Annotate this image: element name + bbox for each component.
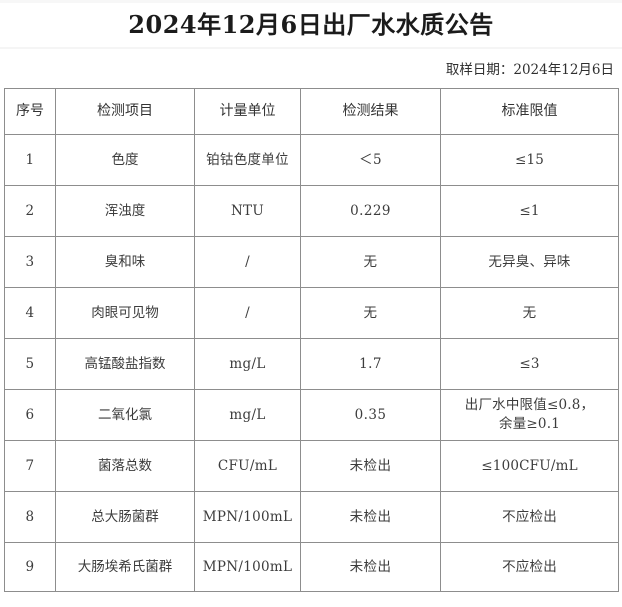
cell-unit: NTU [194, 185, 301, 237]
cell-limit-line1: 不应检出 [502, 508, 557, 525]
table-row: 4 肉眼可见物 / 无 无 [4, 287, 619, 339]
cell-limit: 无 [440, 287, 619, 339]
cell-unit: MPN/100mL [194, 542, 301, 592]
cell-limit-line1: ≤15 [514, 151, 545, 168]
table-row: 3 臭和味 / 无 无异臭、异味 [4, 236, 619, 288]
cell-no: 8 [4, 491, 56, 543]
table-row: 8 总大肠菌群 MPN/100mL 未检出 不应检出 [4, 491, 619, 543]
table-row: 1 色度 铂钴色度单位 ＜5 ≤15 [4, 134, 619, 186]
table-header-row: 序号 检测项目 计量单位 检测结果 标准限值 [4, 88, 619, 135]
cell-limit-line2: 余量≥0.1 [499, 416, 560, 432]
water-quality-table-container: 序号 检测项目 计量单位 检测结果 标准限值 1 色度 铂钴色度单位 ＜5 ≤1… [4, 88, 619, 592]
page-title: 2024年12月6日出厂水水质公告 [128, 10, 494, 39]
cell-no: 4 [4, 287, 56, 339]
column-header-limit: 标准限值 [440, 88, 619, 135]
cell-result: 无 [300, 287, 441, 339]
page-title-container: 2024年12月6日出厂水水质公告 [0, 8, 622, 42]
title-divider [0, 47, 622, 49]
cell-limit-line1: 无异臭、异味 [488, 253, 571, 270]
cell-limit: ≤3 [440, 338, 619, 390]
sample-date-container: 取样日期：2024年12月6日 [0, 59, 618, 80]
cell-item: 臭和味 [55, 236, 195, 288]
cell-no: 6 [4, 389, 56, 441]
cell-limit: ≤100CFU/mL [440, 440, 619, 492]
cell-unit: MPN/100mL [194, 491, 301, 543]
cell-no: 9 [4, 542, 56, 592]
cell-item: 高锰酸盐指数 [55, 338, 195, 390]
cell-result: 未检出 [300, 542, 441, 592]
table-row: 7 菌落总数 CFU/mL 未检出 ≤100CFU/mL [4, 440, 619, 492]
cell-unit: mg/L [194, 389, 301, 441]
cell-limit-line1: 出厂水中限值≤0.8， [464, 397, 595, 413]
table-body: 1 色度 铂钴色度单位 ＜5 ≤15 2 浑浊度 NTU 0.229 ≤1 [4, 134, 619, 592]
cell-result: 0.229 [300, 185, 441, 237]
cell-limit-line1: ≤3 [519, 355, 540, 372]
cell-unit: 铂钴色度单位 [194, 134, 301, 186]
cell-result: 未检出 [300, 491, 441, 543]
cell-no: 1 [4, 134, 56, 186]
cell-no: 5 [4, 338, 56, 390]
cell-result: 0.35 [300, 389, 441, 441]
water-quality-table: 序号 检测项目 计量单位 检测结果 标准限值 1 色度 铂钴色度单位 ＜5 ≤1… [4, 88, 619, 592]
table-row: 6 二氧化氯 mg/L 0.35 出厂水中限值≤0.8， 余量≥0.1 [4, 389, 619, 441]
cell-limit: ≤1 [440, 185, 619, 237]
cell-limit-line1: 无 [522, 304, 537, 321]
cell-item: 大肠埃希氏菌群 [55, 542, 195, 592]
cell-limit: 出厂水中限值≤0.8， 余量≥0.1 [440, 389, 619, 441]
cell-limit-line1: ≤1 [519, 202, 540, 219]
cell-item: 浑浊度 [55, 185, 195, 237]
cell-result: 未检出 [300, 440, 441, 492]
sample-date-label: 取样日期：2024年12月6日 [445, 62, 614, 78]
cell-limit: 无异臭、异味 [440, 236, 619, 288]
column-header-item: 检测项目 [55, 88, 195, 135]
cell-result: ＜5 [300, 134, 441, 186]
top-edge-band [0, 0, 622, 3]
column-header-unit: 计量单位 [194, 88, 301, 135]
cell-item: 菌落总数 [55, 440, 195, 492]
cell-no: 3 [4, 236, 56, 288]
cell-limit-line1: 不应检出 [502, 558, 557, 575]
column-header-no: 序号 [4, 88, 56, 135]
cell-result: 无 [300, 236, 441, 288]
cell-limit: 不应检出 [440, 491, 619, 543]
cell-limit: ≤15 [440, 134, 619, 186]
table-header: 序号 检测项目 计量单位 检测结果 标准限值 [4, 88, 619, 135]
table-row: 2 浑浊度 NTU 0.229 ≤1 [4, 185, 619, 237]
table-row: 5 高锰酸盐指数 mg/L 1.7 ≤3 [4, 338, 619, 390]
cell-no: 2 [4, 185, 56, 237]
cell-unit: / [194, 236, 301, 288]
cell-limit: 不应检出 [440, 542, 619, 592]
table-row: 9 大肠埃希氏菌群 MPN/100mL 未检出 不应检出 [4, 542, 619, 592]
cell-item: 总大肠菌群 [55, 491, 195, 543]
column-header-result: 检测结果 [300, 88, 441, 135]
cell-item: 肉眼可见物 [55, 287, 195, 339]
cell-item: 二氧化氯 [55, 389, 195, 441]
cell-unit: mg/L [194, 338, 301, 390]
cell-result: 1.7 [300, 338, 441, 390]
cell-unit: CFU/mL [194, 440, 301, 492]
cell-no: 7 [4, 440, 56, 492]
cell-item: 色度 [55, 134, 195, 186]
cell-limit-line1: ≤100CFU/mL [481, 457, 578, 474]
cell-unit: / [194, 287, 301, 339]
